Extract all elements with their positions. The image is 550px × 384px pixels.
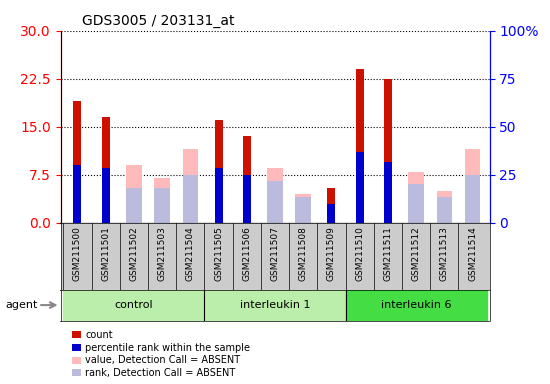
Text: GSM211506: GSM211506	[243, 226, 251, 281]
Text: GSM211507: GSM211507	[271, 226, 279, 281]
Bar	[327, 204, 336, 223]
Text: GSM211504: GSM211504	[186, 226, 195, 281]
Text: GSM211511: GSM211511	[383, 226, 392, 281]
Text: GSM211510: GSM211510	[355, 226, 364, 281]
Text: rank, Detection Call = ABSENT: rank, Detection Call = ABSENT	[85, 368, 235, 378]
Text: GSM211508: GSM211508	[299, 226, 307, 281]
Bar	[384, 79, 392, 223]
Bar	[155, 187, 170, 223]
Bar	[102, 117, 109, 223]
Bar	[183, 175, 198, 223]
Bar	[437, 197, 452, 223]
Text: GSM211502: GSM211502	[129, 226, 139, 281]
Text: GSM211509: GSM211509	[327, 226, 336, 281]
Text: agent: agent	[6, 300, 38, 310]
Bar	[74, 165, 81, 223]
Bar	[183, 149, 198, 223]
Text: GSM211503: GSM211503	[158, 226, 167, 281]
Bar	[214, 168, 223, 223]
Bar	[267, 181, 283, 223]
Bar	[356, 69, 364, 223]
Bar	[243, 136, 251, 223]
Text: GSM211505: GSM211505	[214, 226, 223, 281]
Bar	[126, 187, 142, 223]
Text: GSM211501: GSM211501	[101, 226, 110, 281]
Bar	[63, 290, 205, 321]
Bar	[214, 120, 223, 223]
Bar	[295, 197, 311, 223]
Text: control: control	[114, 300, 153, 310]
Text: interleukin 1: interleukin 1	[240, 300, 310, 310]
Text: percentile rank within the sample: percentile rank within the sample	[85, 343, 250, 353]
Text: GSM211500: GSM211500	[73, 226, 82, 281]
Bar	[295, 194, 311, 223]
Bar	[327, 187, 336, 223]
Bar	[345, 290, 487, 321]
Bar	[465, 175, 480, 223]
Bar	[408, 172, 424, 223]
Bar	[205, 290, 345, 321]
Bar	[437, 191, 452, 223]
Text: GSM211514: GSM211514	[468, 226, 477, 281]
Bar	[408, 184, 424, 223]
Bar	[384, 162, 392, 223]
Bar	[74, 101, 81, 223]
Text: GDS3005 / 203131_at: GDS3005 / 203131_at	[82, 14, 234, 28]
Text: GSM211512: GSM211512	[411, 226, 421, 281]
Bar	[102, 168, 109, 223]
Text: value, Detection Call = ABSENT: value, Detection Call = ABSENT	[85, 355, 240, 365]
Bar	[356, 152, 364, 223]
Text: GSM211513: GSM211513	[440, 226, 449, 281]
Bar	[155, 178, 170, 223]
Bar	[126, 165, 142, 223]
Text: interleukin 6: interleukin 6	[381, 300, 452, 310]
Bar	[267, 168, 283, 223]
Bar	[243, 175, 251, 223]
Text: count: count	[85, 330, 113, 340]
Bar	[465, 149, 480, 223]
